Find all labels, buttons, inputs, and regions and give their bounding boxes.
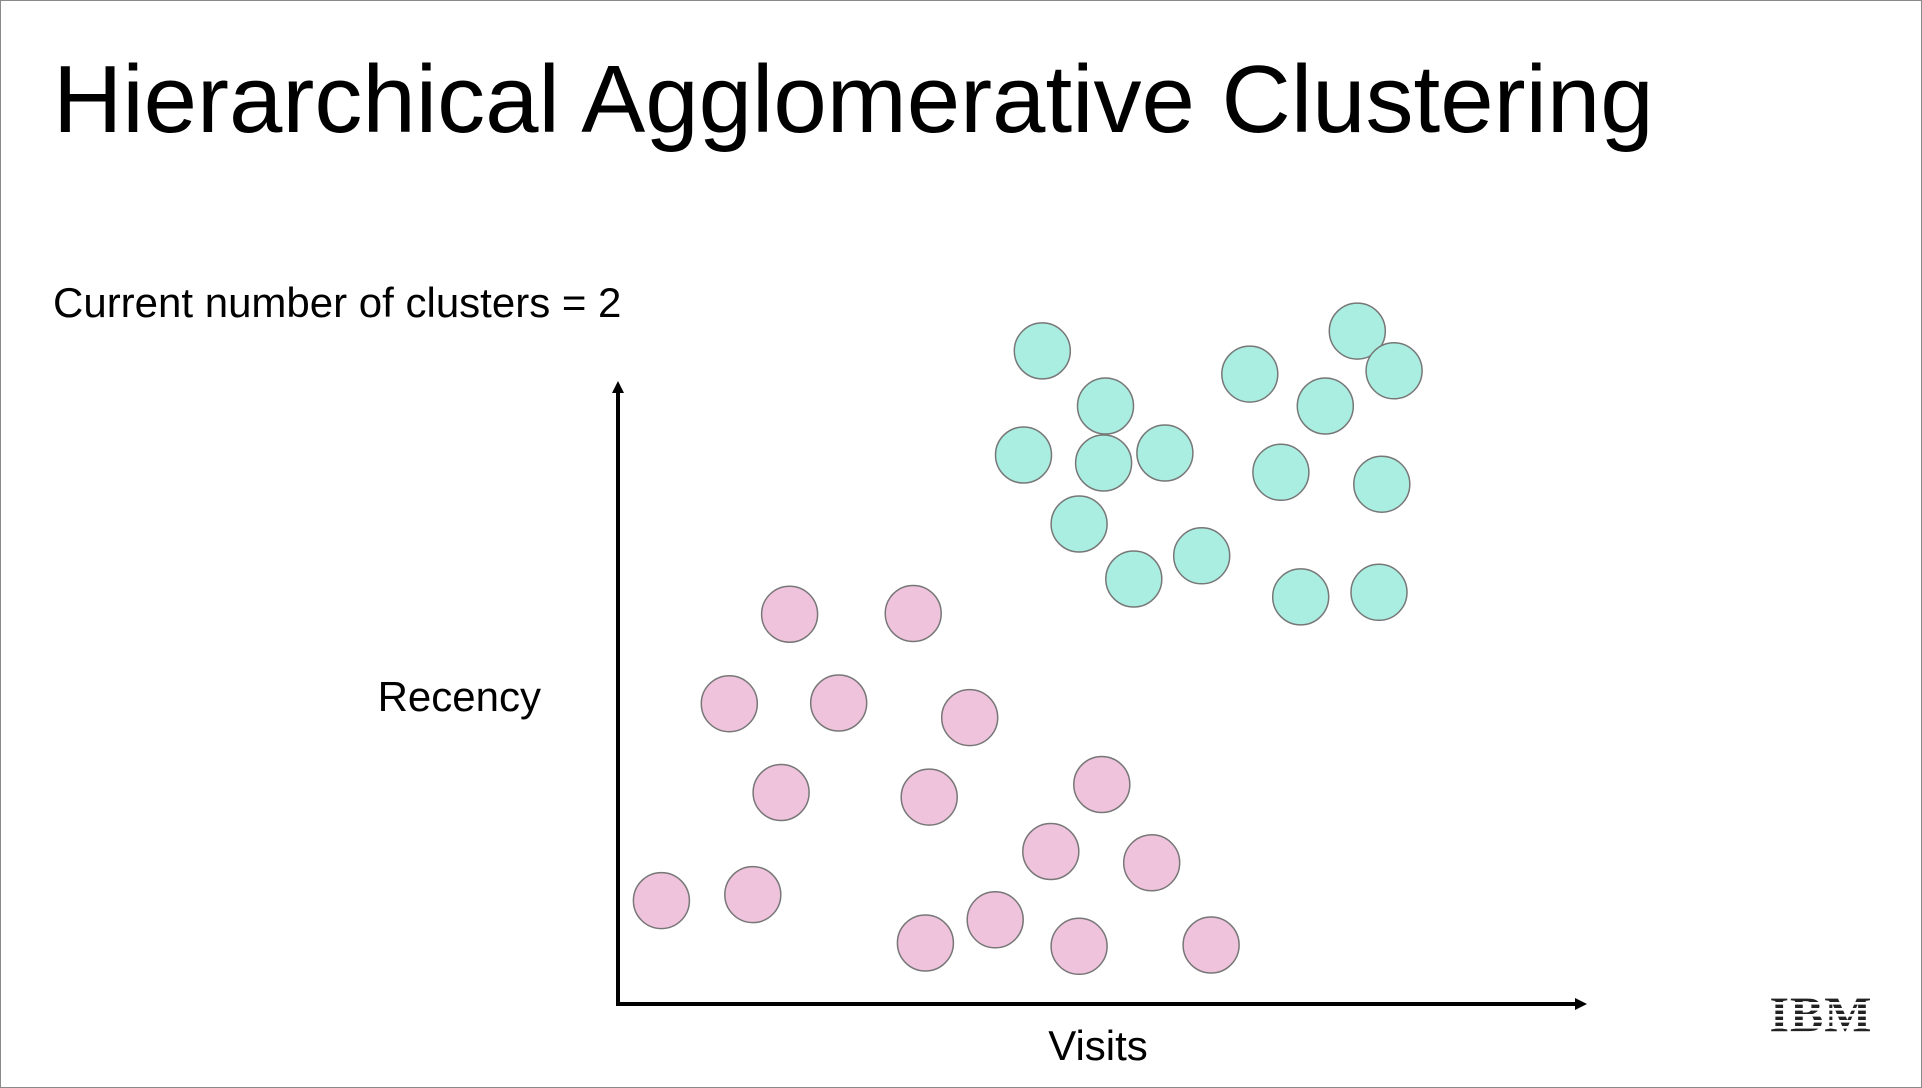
cluster-2-point-13: [896, 914, 955, 972]
x-axis-label: Visits: [1048, 1022, 1148, 1069]
cluster-2-point-14: [966, 891, 1024, 949]
slide-title: Hierarchical Agglomerative Clustering: [53, 46, 1654, 153]
cluster-1-point-13: [1252, 443, 1310, 502]
y-axis-label: Recency: [378, 673, 541, 720]
cluster-2-point-2: [884, 584, 942, 643]
cluster-1-point-3: [994, 426, 1053, 484]
cluster-2-point-10: [1122, 834, 1181, 892]
cluster-2-point-3: [700, 674, 759, 733]
cluster-1-point-6: [1050, 495, 1108, 553]
cluster-2-point-7: [900, 768, 958, 826]
cluster-1-point-5: [1136, 424, 1194, 482]
cluster-2-point-4: [809, 674, 868, 732]
cluster-2-point-16: [1182, 916, 1240, 974]
cluster-1-point-8: [1172, 527, 1231, 585]
cluster-2-point-15: [1050, 917, 1108, 976]
cluster-2-point-12: [724, 865, 782, 924]
cluster-1-point-16: [1350, 563, 1408, 622]
cluster-2-point-5: [940, 688, 999, 747]
cluster-2-point-1: [760, 585, 819, 643]
cluster-1-point-2: [1076, 377, 1135, 435]
svg-text:IBM: IBM: [1770, 987, 1873, 1037]
cluster-1-point-14: [1353, 455, 1411, 513]
cluster-1-point-15: [1271, 568, 1330, 626]
ibm-logo: IBM: [1765, 987, 1877, 1037]
cluster-1-point-9: [1221, 345, 1279, 403]
cluster-2-point-11: [632, 871, 691, 930]
cluster-2-point-6: [752, 763, 810, 822]
cluster-1-point-10: [1296, 377, 1355, 435]
cluster-2-point-9: [1022, 822, 1080, 881]
cluster-1-point-12: [1365, 342, 1423, 400]
cluster-1-point-1: [1013, 322, 1072, 380]
cluster-1-point-4: [1074, 434, 1133, 492]
data-points: [632, 302, 1423, 976]
cluster-1-point-7: [1105, 550, 1163, 608]
cluster-count-label: Current number of clusters = 2: [53, 279, 622, 326]
cluster-1-point-11: [1328, 302, 1387, 360]
cluster-2-point-8: [1073, 755, 1131, 814]
